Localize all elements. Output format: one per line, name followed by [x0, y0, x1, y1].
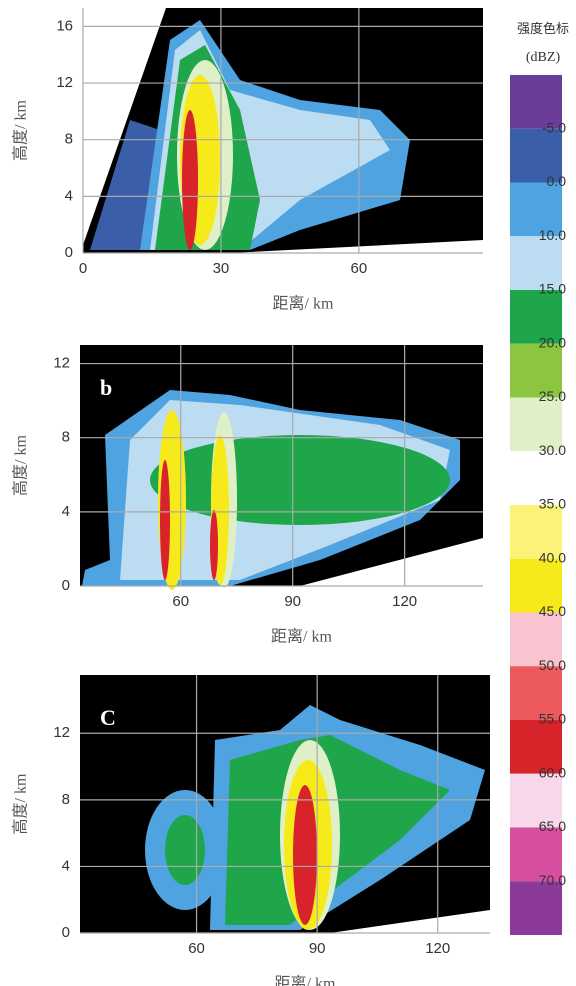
- colorbar-label: 30.0: [539, 442, 566, 458]
- panel-b-field: [80, 345, 483, 590]
- colorbar-segment: [510, 236, 562, 290]
- colorbar-segment: [510, 720, 562, 774]
- y-tick-label: 8: [62, 429, 70, 446]
- y-tick-label: 0: [62, 577, 70, 594]
- colorbar-segment: [510, 773, 562, 828]
- x-tick-label: 120: [392, 593, 417, 610]
- colorbar-label: 55.0: [539, 711, 566, 727]
- y-tick-label: 12: [56, 74, 73, 91]
- y-tick-label: 4: [62, 857, 70, 874]
- colorbar-label: 0.0: [547, 173, 567, 189]
- colorbar-title: 强度色标: [517, 21, 569, 36]
- x-axis-label: 距离/ km: [271, 628, 332, 646]
- colorbar-segment: [510, 881, 562, 935]
- y-axis-label: 高度/ km: [12, 773, 30, 834]
- colorbar-unit: (dBZ): [526, 50, 561, 65]
- y-tick-label: 0: [65, 244, 73, 261]
- x-axis-label: 距离/ km: [275, 975, 336, 986]
- y-tick-label: 12: [53, 724, 70, 741]
- colorbar-segment: [510, 558, 562, 613]
- colorbar-segment: [510, 128, 562, 183]
- colorbar-segment: [510, 505, 562, 559]
- x-tick-label: 120: [425, 940, 450, 957]
- colorbar-label: 70.0: [539, 872, 566, 888]
- y-tick-label: 8: [65, 131, 73, 148]
- colorbar-label: -5.0: [542, 119, 566, 135]
- colorbar-label: 20.0: [539, 334, 566, 350]
- x-tick-label: 60: [172, 593, 189, 610]
- x-tick-label: 0: [79, 260, 87, 277]
- colorbar-segment: [510, 666, 562, 720]
- colorbar-segment: [510, 75, 562, 129]
- y-tick-label: 4: [62, 503, 70, 520]
- colorbar-segment: [510, 343, 562, 398]
- x-tick-label: 30: [213, 260, 230, 277]
- colorbar-label: 10.0: [539, 227, 566, 243]
- x-tick-label: 60: [351, 260, 368, 277]
- y-tick-label: 16: [56, 17, 73, 34]
- panel-label: b: [100, 375, 112, 400]
- x-tick-label: 90: [309, 940, 326, 957]
- colorbar-label: 35.0: [539, 496, 566, 512]
- colorbar-label: 65.0: [539, 818, 566, 834]
- panel-c-field: [80, 675, 490, 933]
- panel-a-field: [83, 8, 483, 253]
- colorbar-segment: [510, 397, 562, 452]
- panel-label: C: [100, 705, 116, 730]
- colorbar-label: 45.0: [539, 603, 566, 619]
- y-tick-label: 4: [65, 187, 73, 204]
- y-tick-label: 12: [53, 355, 70, 372]
- colorbar-segment: [510, 290, 562, 344]
- x-tick-label: 60: [188, 940, 205, 957]
- colorbar-label: 60.0: [539, 764, 566, 780]
- colorbar-segment: [510, 612, 562, 667]
- y-axis-label: 高度/ km: [12, 100, 30, 161]
- colorbar-label: 15.0: [539, 281, 566, 297]
- colorbar-label: 40.0: [539, 549, 566, 565]
- colorbar-segment: [510, 182, 562, 237]
- colorbar-label: 25.0: [539, 388, 566, 404]
- colorbar-label: 50.0: [539, 657, 566, 673]
- x-tick-label: 90: [284, 593, 301, 610]
- x-axis-label: 距离/ km: [273, 295, 334, 313]
- y-axis-label: 高度/ km: [12, 435, 30, 496]
- panel-label: a: [103, 38, 114, 63]
- colorbar-segment: [510, 451, 562, 505]
- colorbar-segment: [510, 827, 562, 882]
- y-tick-label: 8: [62, 791, 70, 808]
- y-tick-label: 0: [62, 924, 70, 941]
